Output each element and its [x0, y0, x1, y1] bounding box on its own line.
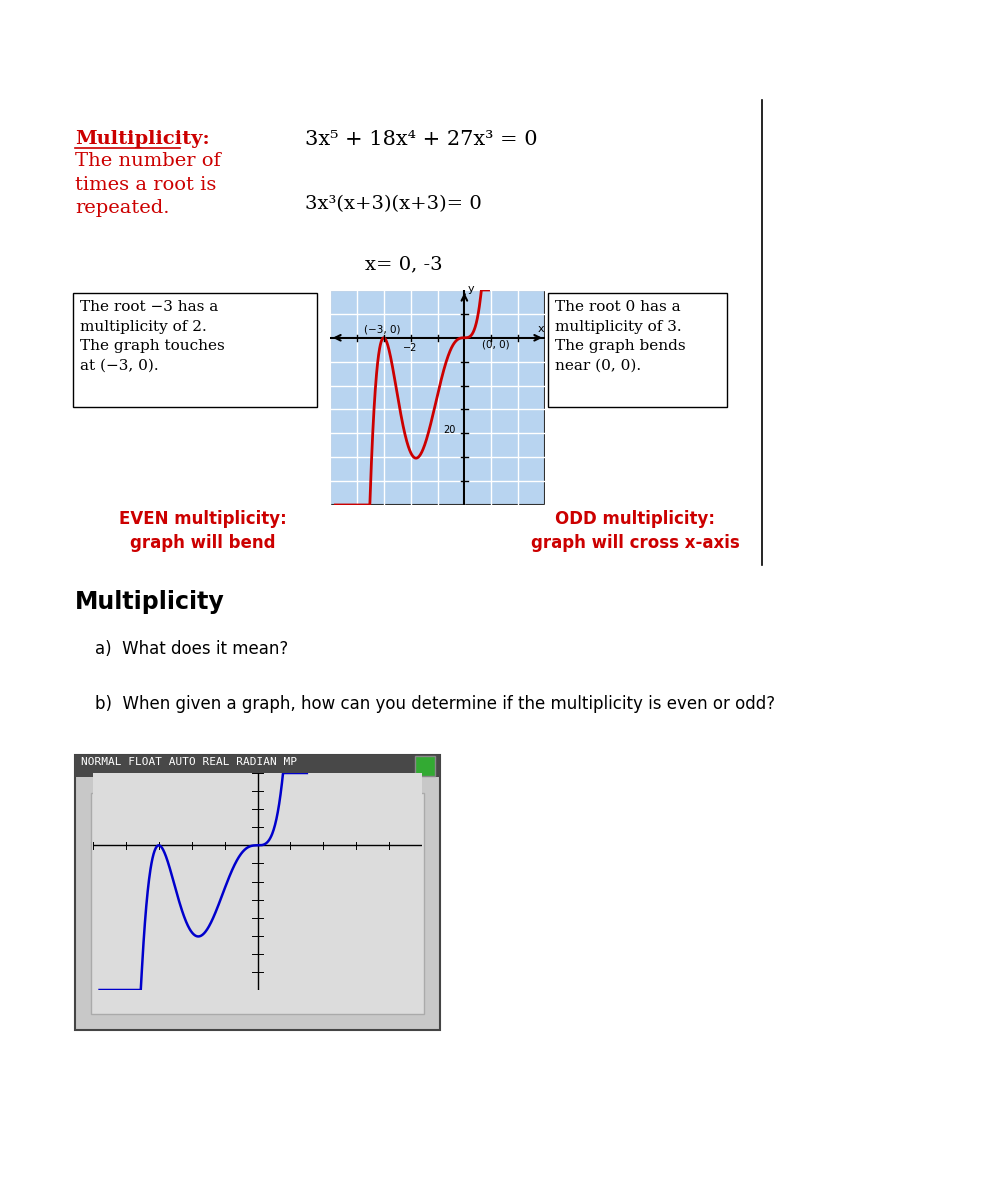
Text: 3x³(x+3)(x+3)= 0: 3x³(x+3)(x+3)= 0 — [305, 194, 482, 214]
Text: −2: −2 — [404, 343, 417, 353]
Text: NORMAL FLOAT AUTO REAL RADIAN MP: NORMAL FLOAT AUTO REAL RADIAN MP — [81, 757, 297, 767]
Text: x= 0, -3: x= 0, -3 — [365, 254, 443, 272]
Text: ODD multiplicity:
graph will cross x-axis: ODD multiplicity: graph will cross x-axi… — [530, 510, 739, 552]
Text: The root −3 has a
multiplicity of 2.
The graph touches
at (−3, 0).: The root −3 has a multiplicity of 2. The… — [80, 300, 225, 372]
FancyBboxPatch shape — [75, 755, 440, 778]
Text: x: x — [538, 324, 544, 334]
Text: Multiplicity:: Multiplicity: — [75, 130, 209, 148]
Text: 20: 20 — [444, 425, 456, 436]
Text: b)  When given a graph, how can you determine if the multiplicity is even or odd: b) When given a graph, how can you deter… — [95, 695, 775, 713]
Text: (−3, 0): (−3, 0) — [364, 324, 401, 334]
FancyBboxPatch shape — [415, 756, 435, 776]
Text: a)  What does it mean?: a) What does it mean? — [95, 640, 289, 658]
Text: (0, 0): (0, 0) — [482, 340, 510, 349]
Text: EVEN multiplicity:
graph will bend: EVEN multiplicity: graph will bend — [119, 510, 287, 552]
Text: Multiplicity: Multiplicity — [75, 590, 225, 614]
Text: The root 0 has a
multiplicity of 3.
The graph bends
near (0, 0).: The root 0 has a multiplicity of 3. The … — [555, 300, 685, 372]
FancyBboxPatch shape — [91, 793, 424, 1014]
FancyBboxPatch shape — [75, 755, 440, 1030]
Text: 3x⁵ + 18x⁴ + 27x³ = 0: 3x⁵ + 18x⁴ + 27x³ = 0 — [305, 130, 537, 149]
Text: y: y — [467, 284, 474, 294]
Text: The number of
times a root is
repeated.: The number of times a root is repeated. — [75, 152, 221, 217]
